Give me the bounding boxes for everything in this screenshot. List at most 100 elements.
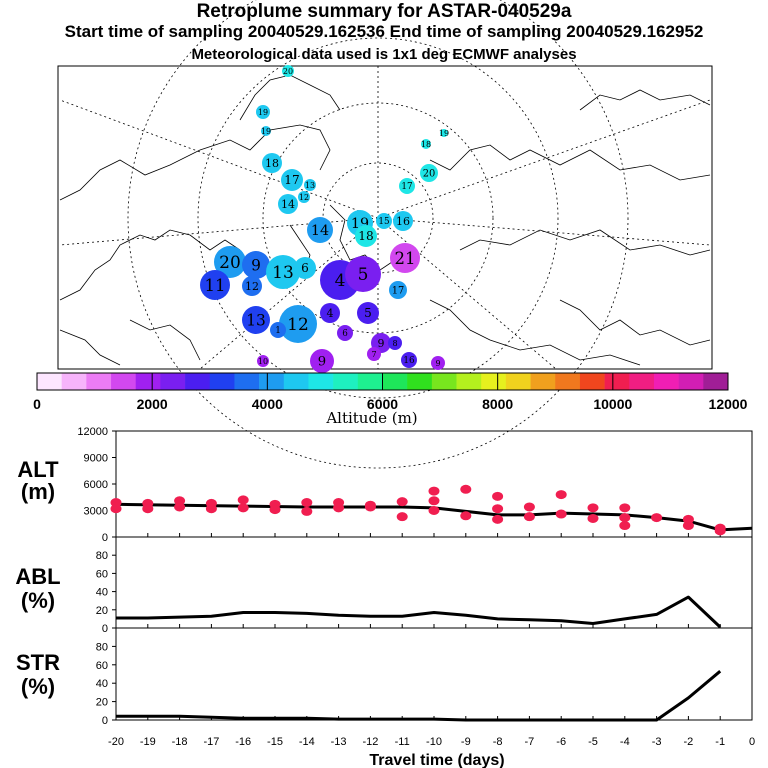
abl-label: ABL <box>15 564 60 589</box>
map-cluster-label: 21 <box>395 249 416 268</box>
colorbar-cell <box>653 373 679 390</box>
x-tick-label: -18 <box>172 736 188 748</box>
map-cluster-label: 5 <box>364 306 372 320</box>
map-cluster-label: 13 <box>272 263 294 283</box>
altitude-cluster-point <box>460 511 472 521</box>
map-cluster-label: 14 <box>281 198 295 211</box>
map-cluster-marker <box>320 303 340 323</box>
altitude-cluster-point <box>396 497 408 507</box>
colorbar-cell <box>407 373 433 390</box>
map-cluster-marker <box>357 302 379 324</box>
altitude-cluster-point <box>492 504 504 514</box>
y-tick-label: 20 <box>96 697 108 709</box>
altitude-cluster-point <box>301 506 313 516</box>
map-cluster-label: 12 <box>245 280 259 293</box>
x-tick-label: -19 <box>140 736 156 748</box>
colorbar-tick-label: 4000 <box>252 396 283 412</box>
colorbar-cell <box>431 373 457 390</box>
colorbar-cell <box>160 373 186 390</box>
altitude-cluster-point <box>428 506 440 515</box>
x-tick-label: -4 <box>620 736 630 748</box>
map-cluster-marker <box>393 211 413 231</box>
str-unit: (%) <box>21 674 55 699</box>
colorbar-cell <box>234 373 260 390</box>
panel-abl: 0 20 40 60 80 <box>96 536 753 635</box>
y-tick-label: 6000 <box>84 479 108 491</box>
altitude-cluster-point <box>555 490 567 500</box>
y-tick-label: 40 <box>96 678 108 690</box>
altitude-cluster-point <box>174 502 186 512</box>
colorbar-cell <box>629 373 655 390</box>
sampling-times: Start time of sampling 20040529.162536 E… <box>64 22 704 41</box>
map-cluster-marker <box>294 257 316 279</box>
map-cluster-marker <box>298 191 310 203</box>
x-tick-label: -9 <box>461 736 471 748</box>
x-tick-label: -8 <box>493 736 503 748</box>
y-tick-label: 12000 <box>77 426 108 438</box>
map-cluster-label: 20 <box>219 253 241 273</box>
altitude-cluster-point <box>492 514 504 524</box>
map-cluster-label: 13 <box>305 181 315 190</box>
map-cluster-marker <box>388 336 402 350</box>
altitude-cluster-point <box>110 504 122 514</box>
map-cluster-label: 4 <box>335 271 346 291</box>
map-cluster-label: 19 <box>261 127 271 136</box>
y-tick-label: 40 <box>96 587 108 599</box>
map-cluster-marker <box>431 356 445 370</box>
map-cluster-label: 15 <box>378 217 389 227</box>
series-line <box>116 670 722 722</box>
str-label: STR <box>16 650 60 675</box>
altitude-cluster-point <box>714 526 726 536</box>
map-cluster-label: 17 <box>284 173 299 187</box>
colorbar-cell <box>505 373 531 390</box>
colorbar: 0 2000 4000 6000 8000 10000 12000 Altitude (m) <box>33 372 748 427</box>
x-axis-title: Travel time (days) <box>369 752 504 768</box>
y-tick-label: 60 <box>96 660 108 672</box>
altitude-cluster-point <box>555 509 567 519</box>
colorbar-cell <box>185 373 211 390</box>
map-cluster-label: 12 <box>299 193 309 202</box>
map-cluster-marker <box>420 164 438 182</box>
x-tick-label: -13 <box>331 736 347 748</box>
panel-str: 0 20 40 60 80 <box>96 627 753 727</box>
y-tick-label: 0 <box>102 532 108 544</box>
altitude-cluster-point <box>587 513 599 523</box>
map-cluster-marker <box>256 105 270 119</box>
map-cluster-marker <box>200 270 230 300</box>
altitude-cluster-point <box>301 498 313 508</box>
colorbar-cell <box>481 373 507 390</box>
x-tick-label: -2 <box>684 736 694 748</box>
map-cluster-label: 4 <box>327 307 334 320</box>
altitude-cluster-point <box>460 484 472 494</box>
map-cluster-label: 19 <box>258 108 268 117</box>
map-cluster-label: 19 <box>439 129 449 138</box>
alt-unit: (m) <box>21 479 55 504</box>
colorbar-cell <box>555 373 581 390</box>
map-cluster-marker <box>281 169 303 191</box>
map-cluster-label: 10 <box>258 357 268 366</box>
map-cluster-label: 6 <box>342 329 348 339</box>
x-tick-label: -3 <box>652 736 662 748</box>
map-cluster-label: 16 <box>403 356 415 366</box>
altitude-cluster-point <box>333 503 345 513</box>
alt-label: ALT <box>17 457 59 482</box>
map-cluster-marker <box>345 256 381 292</box>
map-cluster-label: 16 <box>396 215 410 228</box>
y-tick-label: 80 <box>96 641 108 653</box>
altitude-cluster-point <box>205 504 217 514</box>
altitude-cluster-point <box>364 502 376 512</box>
colorbar-label: Altitude (m) <box>325 409 417 427</box>
altitude-cluster-point <box>619 503 631 513</box>
map-cluster-label: 11 <box>205 276 226 295</box>
map-cluster-label: 18 <box>265 157 279 170</box>
y-tick-label: 3000 <box>84 506 108 518</box>
map-cluster-label: 12 <box>287 315 309 335</box>
altitude-cluster-point <box>587 503 599 513</box>
colorbar-cell <box>357 373 383 390</box>
map-cluster-marker <box>214 246 246 278</box>
map-cluster-label: 5 <box>358 265 369 285</box>
colorbar-cell <box>259 373 285 390</box>
x-tick-label: -1 <box>715 736 725 748</box>
map-cluster-marker <box>242 306 270 334</box>
